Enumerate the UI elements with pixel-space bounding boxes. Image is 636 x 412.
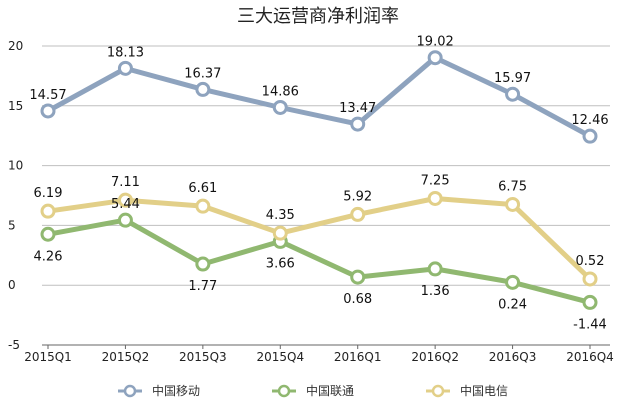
- x-tick-label: 2015Q2: [102, 350, 150, 364]
- data-point: [582, 128, 598, 144]
- data-point: [350, 269, 366, 285]
- data-point: [117, 60, 133, 76]
- data-point: [272, 99, 288, 115]
- data-label: 0.68: [343, 292, 372, 307]
- series-line: [45, 55, 593, 139]
- data-point: [427, 190, 443, 206]
- data-point: [427, 261, 443, 277]
- data-label: 5.44: [111, 197, 140, 212]
- y-tick-label: 10: [8, 159, 23, 173]
- y-tick-label: 0: [8, 278, 16, 292]
- data-label: 18.13: [107, 45, 144, 60]
- data-point: [40, 226, 56, 242]
- data-point: [350, 116, 366, 132]
- data-point: [505, 86, 521, 102]
- legend-label: 中国电信: [460, 383, 508, 398]
- data-label: 16.37: [184, 66, 221, 81]
- data-label: 14.57: [29, 88, 66, 103]
- legend-item: 中国联通: [272, 383, 354, 398]
- data-point: [117, 212, 133, 228]
- data-label: 0.24: [498, 297, 527, 312]
- data-label: 19.02: [417, 35, 454, 50]
- data-point: [505, 274, 521, 290]
- data-label: 6.19: [34, 186, 63, 201]
- data-label: 7.25: [421, 173, 450, 188]
- legend-swatch-marker: [277, 384, 291, 398]
- series-line: [45, 217, 593, 305]
- data-label: 4.35: [266, 208, 295, 223]
- data-label: 6.75: [498, 179, 527, 194]
- series-lines: [40, 50, 598, 310]
- y-tick-label: -5: [8, 338, 20, 352]
- data-point: [40, 203, 56, 219]
- data-point: [117, 192, 133, 208]
- data-label: 0.52: [576, 254, 605, 269]
- data-point: [195, 256, 211, 272]
- data-point: [582, 294, 598, 310]
- data-label: 12.46: [571, 113, 608, 128]
- chart-title: 三大运营商净利润率: [237, 6, 399, 27]
- legend-swatch-marker: [431, 384, 445, 398]
- x-tick-label: 2016Q1: [334, 350, 382, 364]
- legend-label: 中国联通: [306, 383, 354, 398]
- data-label: -1.44: [573, 317, 607, 332]
- y-tick-label: 20: [8, 39, 23, 53]
- data-label: 13.47: [339, 101, 376, 116]
- data-label: 15.97: [494, 71, 531, 86]
- legend-label: 中国移动: [152, 383, 200, 398]
- data-label: 5.92: [343, 189, 372, 204]
- data-labels: 14.57 18.13 16.37 14.86 13.47 19.02 15.97 12.46…: [29, 35, 608, 333]
- data-point: [582, 271, 598, 287]
- y-tick-label: 15: [8, 99, 23, 113]
- y-axis-ticks: -5 0 5 10 15 20: [8, 39, 23, 352]
- data-label: 1.36: [421, 284, 450, 299]
- data-label: 14.86: [262, 84, 299, 99]
- data-point: [195, 81, 211, 97]
- x-tick-label: 2015Q4: [256, 350, 304, 364]
- x-tick-label: 2016Q3: [489, 350, 537, 364]
- series-line: [45, 196, 593, 282]
- data-label: 4.26: [34, 249, 63, 264]
- legend-item: 中国电信: [426, 383, 508, 398]
- x-tick-label: 2015Q1: [24, 350, 72, 364]
- x-tick-label: 2015Q3: [179, 350, 227, 364]
- data-label: 1.77: [188, 279, 217, 294]
- data-point: [40, 103, 56, 119]
- data-point: [427, 50, 443, 66]
- data-label: 3.66: [266, 256, 295, 271]
- y-tick-label: 5: [8, 218, 16, 232]
- data-point: [272, 225, 288, 241]
- data-point: [195, 198, 211, 214]
- x-tick-label: 2016Q4: [566, 350, 614, 364]
- legend: 中国移动 中国联通 中国电信: [118, 383, 508, 398]
- data-label: 7.11: [111, 175, 140, 190]
- x-axis-ticks: 2015Q1 2015Q2 2015Q3 2015Q4 2016Q1 2016Q2 2016…: [24, 345, 614, 364]
- data-point: [505, 196, 521, 212]
- data-point: [350, 206, 366, 222]
- legend-item: 中国移动: [118, 383, 200, 398]
- data-label: 6.61: [188, 181, 217, 196]
- x-tick-label: 2016Q2: [411, 350, 459, 364]
- legend-swatch-marker: [123, 384, 137, 398]
